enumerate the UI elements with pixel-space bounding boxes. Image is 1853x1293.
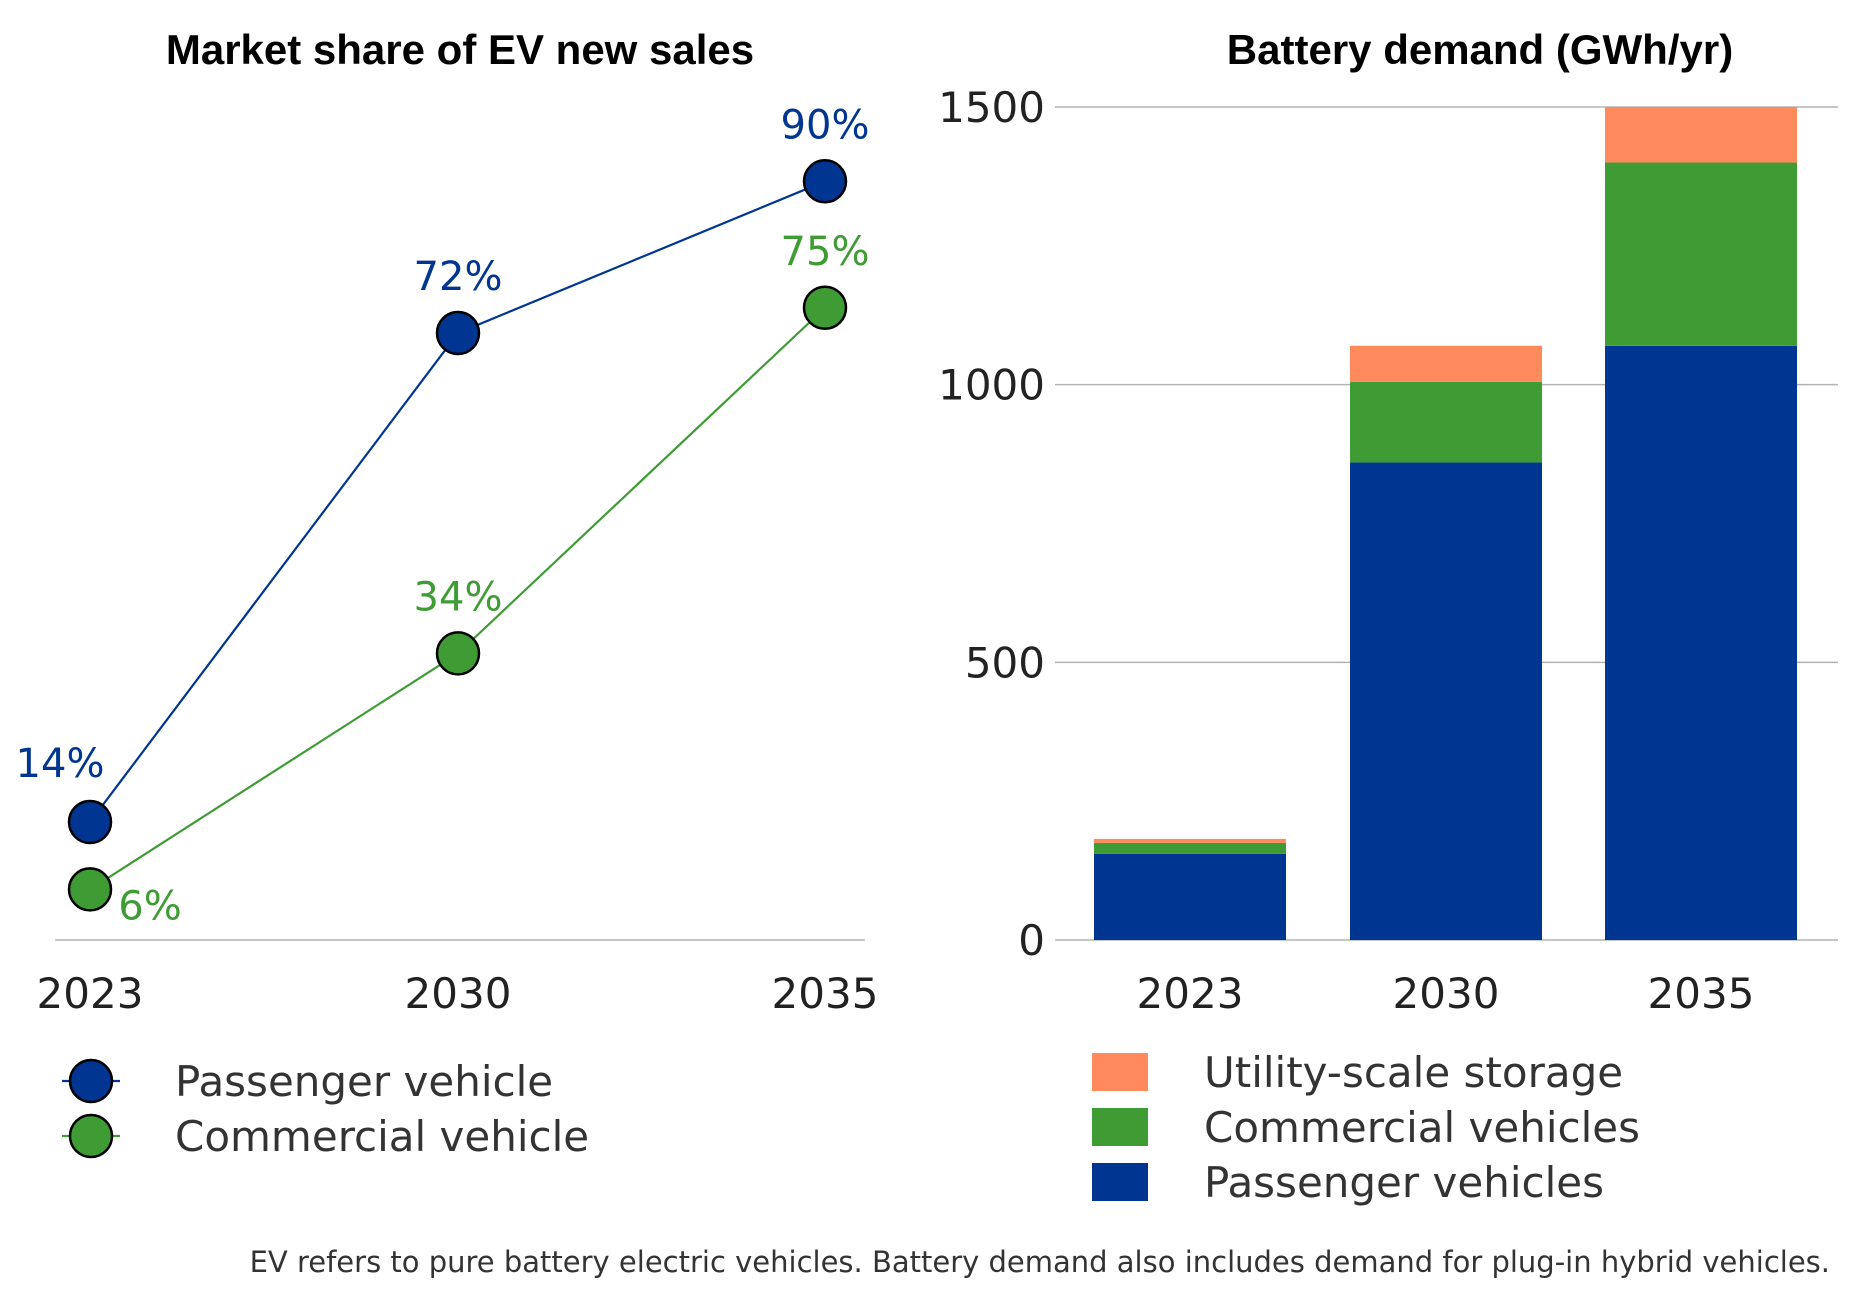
bar-chart-bars — [1094, 107, 1797, 940]
bar-chart-title: Battery demand (GWh/yr) — [1227, 26, 1733, 73]
line-x-tick-2030: 2030 — [405, 969, 512, 1018]
line-x-tick-2035: 2035 — [772, 969, 879, 1018]
bar-segment-passenger-vehicles-2035 — [1605, 345, 1797, 940]
line-point-commercial-vehicle-2023 — [67, 867, 113, 912]
bar-chart: Battery demand (GWh/yr) 0 500 1000 1500 202… — [938, 26, 1838, 1207]
bar-y-tick-1000: 1000 — [938, 361, 1045, 410]
bar-legend-label-utility-scale-storage: Utility-scale storage — [1204, 1048, 1623, 1097]
line-point-passenger-vehicle-2023 — [67, 799, 113, 845]
line-chart-x-ticks: 2023 2030 2035 — [37, 969, 879, 1018]
bar-segment-passenger-vehicles-2030 — [1350, 462, 1542, 940]
bar-legend-label-commercial-vehicles: Commercial vehicles — [1204, 1103, 1640, 1152]
bar-y-tick-1500: 1500 — [938, 83, 1045, 132]
line-chart-series: 14% 72% 90% 6% 34% 75% — [16, 102, 870, 929]
line-label-passenger-vehicle-2030: 72% — [414, 254, 503, 300]
line-point-commercial-vehicle-2035 — [802, 285, 848, 330]
bar-legend-label-passenger-vehicles: Passenger vehicles — [1204, 1158, 1604, 1207]
bar-x-tick-2035: 2035 — [1648, 969, 1755, 1018]
line-label-passenger-vehicle-2035: 90% — [781, 102, 870, 148]
bar-segment-commercial-vehicles-2030 — [1350, 381, 1542, 463]
bar-x-tick-2030: 2030 — [1393, 969, 1500, 1018]
line-chart-title: Market share of EV new sales — [166, 26, 754, 73]
line-chart: Market share of EV new sales 2023 2030 203… — [16, 26, 879, 1161]
line-legend-label-commercial-vehicle: Commercial vehicle — [175, 1112, 589, 1161]
line-point-passenger-vehicle-2035 — [802, 159, 848, 204]
line-label-commercial-vehicle-2023: 6% — [118, 883, 181, 929]
line-label-passenger-vehicle-2023: 14% — [16, 741, 105, 787]
line-legend-marker-commercial-vehicle — [68, 1113, 114, 1159]
bar-chart-y-ticks: 0 500 1000 1500 — [938, 83, 1045, 965]
bar-y-tick-500: 500 — [965, 638, 1045, 687]
bar-legend-swatch-utility-scale-storage — [1092, 1053, 1148, 1091]
line-point-passenger-vehicle-2030 — [435, 310, 481, 356]
line-legend-marker-passenger-vehicle — [68, 1058, 114, 1104]
bar-segment-commercial-vehicles-2023 — [1094, 842, 1286, 854]
bar-legend-swatch-commercial-vehicles — [1092, 1108, 1148, 1146]
line-label-commercial-vehicle-2030: 34% — [414, 574, 503, 620]
bar-segment-utility-scale-storage-2023 — [1094, 838, 1286, 843]
bar-segment-utility-scale-storage-2035 — [1605, 107, 1797, 163]
line-x-tick-2023: 2023 — [37, 969, 144, 1018]
bar-chart-legend: Utility-scale storage Commercial vehicles… — [1092, 1048, 1640, 1207]
footnote: EV refers to pure battery electric vehic… — [250, 1245, 1830, 1279]
bar-y-tick-0: 0 — [1018, 916, 1045, 965]
bar-segment-utility-scale-storage-2030 — [1350, 345, 1542, 382]
bar-segment-commercial-vehicles-2035 — [1605, 162, 1797, 346]
line-chart-legend: Passenger vehicle Commercial vehicle — [62, 1057, 589, 1161]
line-legend-label-passenger-vehicle: Passenger vehicle — [175, 1057, 553, 1106]
bar-legend-swatch-passenger-vehicles — [1092, 1163, 1148, 1201]
line-label-commercial-vehicle-2035: 75% — [781, 229, 870, 275]
bar-chart-x-ticks: 2023 2030 2035 — [1137, 969, 1755, 1018]
line-point-commercial-vehicle-2030 — [435, 631, 481, 676]
bar-x-tick-2023: 2023 — [1137, 969, 1244, 1018]
bar-segment-passenger-vehicles-2023 — [1094, 853, 1286, 940]
